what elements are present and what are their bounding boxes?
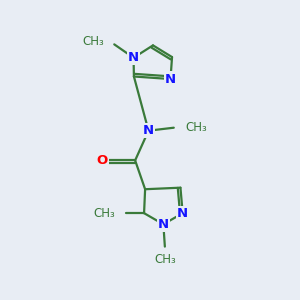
Text: CH₃: CH₃	[154, 253, 176, 266]
Text: CH₃: CH₃	[185, 121, 207, 134]
Text: N: N	[143, 124, 154, 137]
Text: N: N	[128, 51, 139, 64]
Text: N: N	[165, 73, 176, 85]
Text: N: N	[158, 218, 169, 231]
Text: CH₃: CH₃	[93, 207, 115, 220]
Text: N: N	[177, 207, 188, 220]
Text: O: O	[97, 154, 108, 167]
Text: CH₃: CH₃	[82, 35, 104, 48]
